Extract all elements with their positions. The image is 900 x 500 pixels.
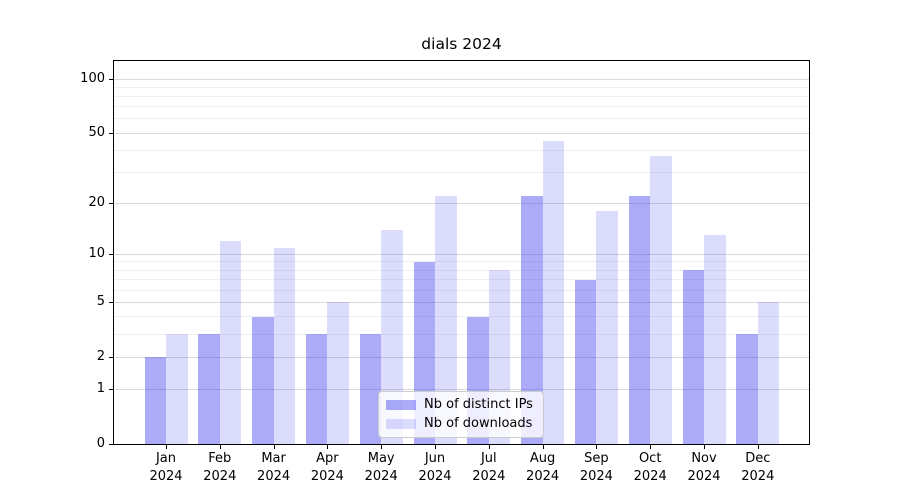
x-tick-nov bbox=[704, 445, 705, 449]
x-tick-label-feb: Feb 2024 bbox=[203, 451, 237, 484]
bar-ips-oct bbox=[628, 196, 651, 444]
y-tick-label-0: 0 bbox=[96, 436, 105, 451]
y-tick-label-10: 10 bbox=[88, 246, 105, 262]
y-tick-10 bbox=[109, 253, 113, 255]
x-tick-feb bbox=[219, 445, 221, 449]
x-tick-mar bbox=[273, 445, 275, 449]
x-tick-label-oct: Oct 2024 bbox=[633, 451, 667, 484]
x-tick-label-aug: Aug 2024 bbox=[526, 451, 560, 484]
major-gridline-50 bbox=[114, 132, 809, 134]
major-gridline-1 bbox=[114, 388, 809, 390]
legend: Nb of distinct IPs Nb of downloads bbox=[378, 391, 544, 438]
legend-item-distinct-ips: Nb of distinct IPs bbox=[386, 397, 535, 412]
minor-gridline-6 bbox=[114, 289, 809, 291]
x-tick-label-may: May 2024 bbox=[364, 451, 398, 484]
x-tick-dec bbox=[757, 445, 759, 449]
x-tick-label-sep: Sep 2024 bbox=[579, 451, 613, 484]
bar-ips-may bbox=[359, 334, 382, 444]
y-tick-label-1: 1 bbox=[96, 381, 105, 397]
bar-ips-aug bbox=[521, 196, 543, 444]
minor-gridline-70 bbox=[114, 106, 809, 108]
major-gridline-100 bbox=[114, 78, 809, 80]
major-gridline-10 bbox=[114, 253, 809, 255]
legend-label-downloads: Nb of downloads bbox=[424, 416, 533, 431]
bar-ips-sep bbox=[574, 279, 597, 444]
y-tick-100 bbox=[109, 78, 113, 80]
x-tick-aug bbox=[542, 445, 544, 449]
bar-ips-feb bbox=[198, 334, 220, 444]
major-gridline-20 bbox=[114, 202, 809, 204]
x-tick-jan bbox=[166, 445, 167, 449]
y-tick-label-2: 2 bbox=[96, 349, 105, 365]
bar-ips-mar bbox=[252, 316, 274, 444]
minor-gridline-40 bbox=[114, 149, 809, 151]
bar-ips-dec bbox=[736, 334, 758, 444]
y-tick-0 bbox=[109, 443, 113, 445]
x-tick-jun bbox=[435, 445, 436, 449]
legend-label-distinct-ips: Nb of distinct IPs bbox=[424, 397, 533, 412]
bar-downloads-feb bbox=[219, 241, 242, 444]
bar-ips-jan bbox=[144, 357, 166, 444]
bar-ips-apr bbox=[305, 334, 328, 444]
minor-gridline-80 bbox=[114, 96, 809, 98]
legend-item-downloads: Nb of downloads bbox=[386, 416, 535, 431]
x-tick-label-dec: Dec 2024 bbox=[741, 451, 775, 484]
bar-downloads-mar bbox=[273, 247, 296, 444]
bar-downloads-oct bbox=[650, 156, 672, 444]
y-tick-label-20: 20 bbox=[88, 195, 105, 211]
y-tick-5 bbox=[109, 301, 113, 303]
bar-downloads-apr bbox=[327, 302, 349, 444]
bar-downloads-dec bbox=[757, 302, 780, 444]
bars-layer bbox=[114, 61, 809, 444]
y-tick-2 bbox=[109, 356, 113, 358]
x-tick-label-mar: Mar 2024 bbox=[257, 451, 291, 484]
x-tick-oct bbox=[650, 445, 652, 449]
bar-downloads-sep bbox=[596, 211, 618, 444]
x-tick-label-jan: Jan 2024 bbox=[149, 451, 183, 484]
x-tick-label-nov: Nov 2024 bbox=[687, 451, 721, 484]
minor-gridline-30 bbox=[114, 171, 809, 173]
y-tick-1 bbox=[109, 388, 113, 390]
x-tick-may bbox=[381, 445, 383, 449]
legend-swatch-distinct-ips bbox=[386, 399, 416, 410]
chart-title: dials 2024 bbox=[421, 35, 502, 53]
x-tick-label-apr: Apr 2024 bbox=[310, 451, 344, 484]
x-tick-sep bbox=[596, 445, 598, 449]
plot-area: Nb of distinct IPs Nb of downloads bbox=[113, 60, 810, 445]
bar-downloads-jun bbox=[435, 196, 457, 444]
x-tick-label-jun: Jun 2024 bbox=[418, 451, 452, 484]
major-gridline-5 bbox=[114, 301, 809, 303]
minor-gridline-9 bbox=[114, 261, 809, 263]
bar-downloads-nov bbox=[704, 235, 726, 444]
y-tick-20 bbox=[109, 202, 113, 204]
grid-layer bbox=[114, 61, 809, 444]
x-tick-label-jul: Jul 2024 bbox=[472, 451, 506, 484]
y-tick-label-5: 5 bbox=[96, 294, 105, 310]
major-gridline-2 bbox=[114, 356, 809, 358]
minor-gridline-4 bbox=[114, 316, 809, 318]
minor-gridline-60 bbox=[114, 118, 809, 120]
y-tick-label-50: 50 bbox=[88, 125, 105, 141]
bar-downloads-may bbox=[381, 229, 403, 444]
minor-gridline-3 bbox=[114, 333, 809, 335]
y-tick-label-100: 100 bbox=[80, 71, 105, 87]
minor-gridline-7 bbox=[114, 279, 809, 281]
minor-gridline-8 bbox=[114, 269, 809, 271]
bar-downloads-jan bbox=[166, 334, 188, 444]
x-tick-apr bbox=[327, 445, 329, 449]
legend-swatch-downloads bbox=[386, 418, 416, 429]
minor-gridline-90 bbox=[114, 86, 809, 88]
bar-downloads-aug bbox=[542, 141, 565, 444]
y-tick-50 bbox=[109, 132, 113, 134]
x-tick-jul bbox=[488, 445, 490, 449]
bar-ips-nov bbox=[682, 270, 704, 444]
